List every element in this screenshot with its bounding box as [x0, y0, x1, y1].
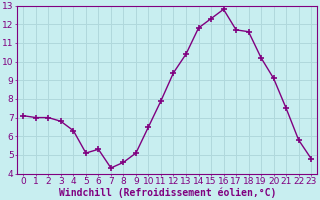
X-axis label: Windchill (Refroidissement éolien,°C): Windchill (Refroidissement éolien,°C) — [59, 187, 276, 198]
